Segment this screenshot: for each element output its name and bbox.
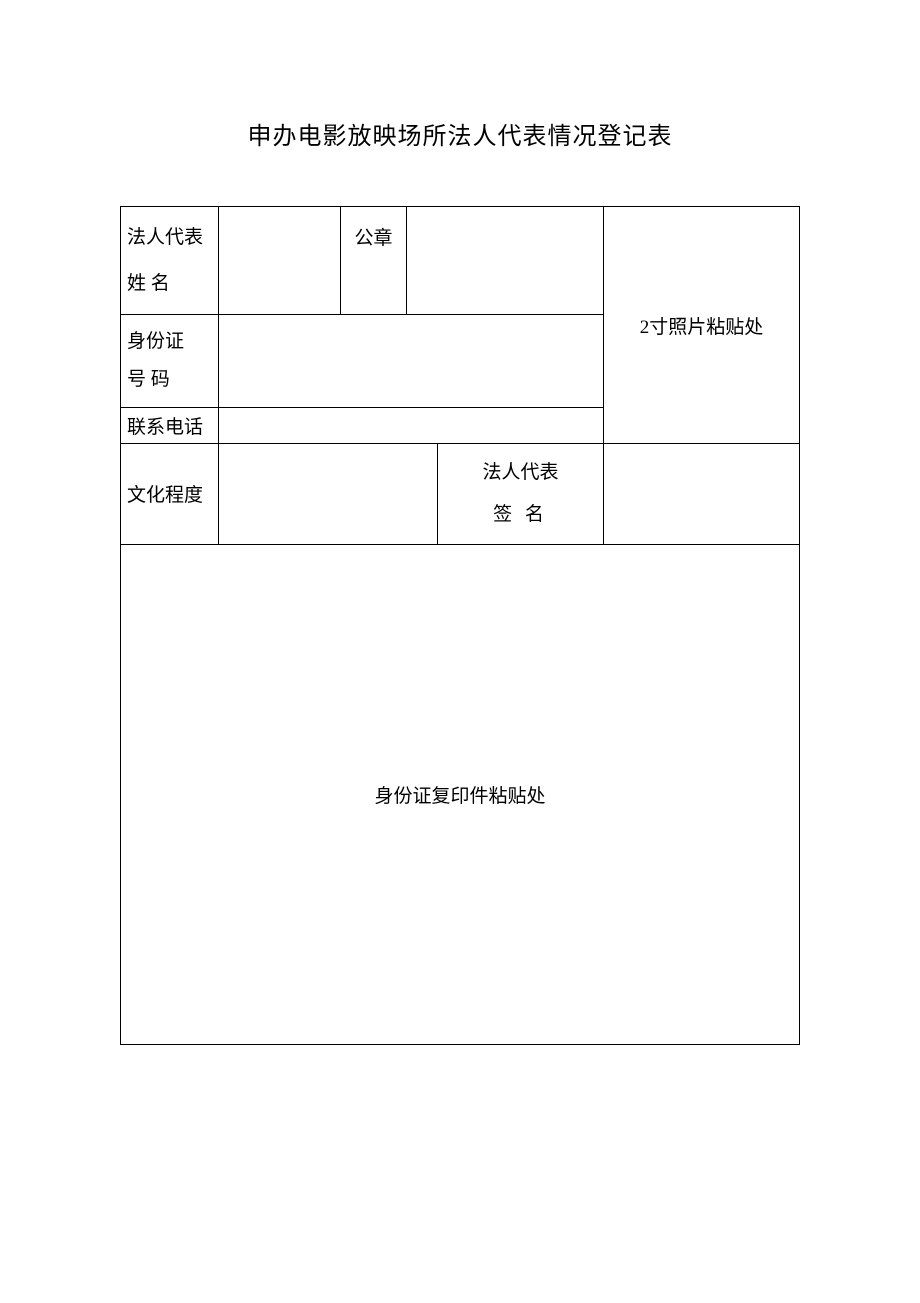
label-signature: 法人代表 签 名 <box>438 444 604 545</box>
id-copy-paste-area: 身份证复印件粘贴处 <box>121 544 800 1044</box>
label-phone: 联系电话 <box>121 408 219 444</box>
label-line: 号 码 <box>127 361 218 399</box>
label-education: 文化程度 <box>121 444 219 545</box>
value-phone <box>219 408 604 444</box>
table-row: 身份证复印件粘贴处 <box>121 544 800 1044</box>
value-legal-rep-name <box>219 207 341 315</box>
label-seal: 公章 <box>341 207 407 315</box>
registration-form-table: 法人代表 姓 名 公章 2寸照片粘贴处 身份证 号 码 联系电话 文化程度 法人… <box>120 206 800 1045</box>
label-id-number: 身份证 号 码 <box>121 315 219 408</box>
page-title: 申办电影放映场所法人代表情况登记表 <box>0 116 920 151</box>
value-signature <box>604 444 800 545</box>
table-row: 法人代表 姓 名 公章 2寸照片粘贴处 <box>121 207 800 315</box>
label-line: 法人代表 <box>438 452 603 494</box>
label-line: 签 名 <box>438 494 603 536</box>
value-id-number <box>219 315 604 408</box>
label-line: 法人代表 <box>127 215 218 261</box>
photo-paste-area: 2寸照片粘贴处 <box>604 207 800 444</box>
table-row: 文化程度 法人代表 签 名 <box>121 444 800 545</box>
label-line: 姓 名 <box>127 261 218 307</box>
value-education <box>219 444 438 545</box>
value-seal <box>407 207 604 315</box>
label-legal-rep-name: 法人代表 姓 名 <box>121 207 219 315</box>
label-line: 身份证 <box>127 323 218 361</box>
